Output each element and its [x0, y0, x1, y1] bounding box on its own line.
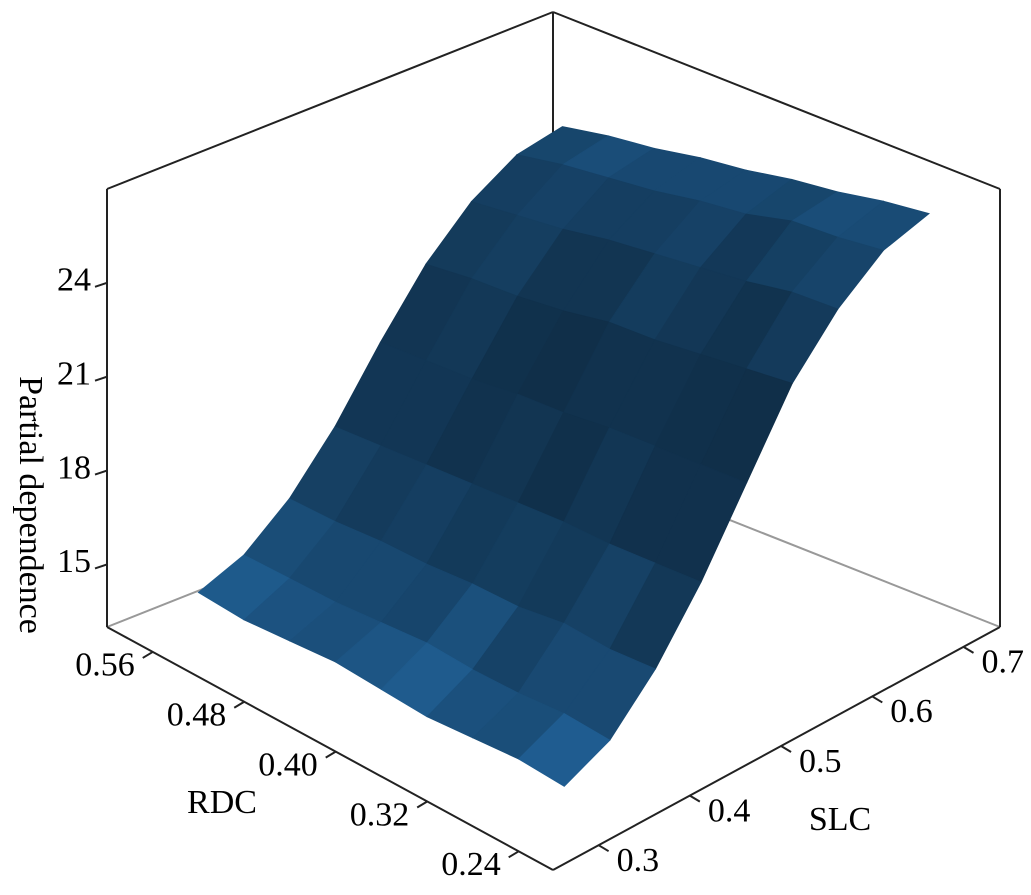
axis-line [106, 626, 554, 871]
y-tick-label: 0.7 [982, 644, 1025, 681]
z-tick-label: 21 [57, 356, 91, 393]
z-tick [94, 281, 108, 288]
x-tick [325, 750, 337, 759]
z-tick [94, 375, 108, 382]
x-tick-label: 0.32 [350, 796, 410, 833]
y-axis-label: SLC [809, 801, 871, 838]
y-tick-label: 0.6 [890, 693, 933, 730]
y-tick-label: 0.5 [799, 743, 842, 780]
surface-patch [517, 713, 611, 787]
z-tick-label: 24 [57, 262, 91, 299]
z-tick-label: 18 [57, 449, 91, 486]
axis-line [552, 626, 1001, 871]
y-tick [598, 844, 610, 853]
z-axis-label: Partial dependence [12, 376, 49, 634]
z-tick [94, 469, 108, 476]
z-tick-label: 15 [57, 543, 91, 580]
box-edge [106, 11, 554, 190]
x-tick [142, 651, 154, 659]
y-tick-label: 0.4 [708, 792, 751, 829]
y-tick-label: 0.3 [617, 842, 660, 879]
z-tick [94, 563, 108, 570]
x-tick-label: 0.48 [167, 697, 227, 734]
x-tick-label: 0.24 [441, 846, 501, 883]
y-tick [962, 645, 975, 654]
y-tick [871, 695, 883, 704]
y-tick [689, 794, 701, 803]
x-tick-label: 0.56 [75, 647, 135, 684]
y-tick [780, 745, 792, 753]
x-tick [233, 700, 245, 709]
box-edge [552, 11, 1001, 190]
x-tick [416, 800, 428, 809]
x-axis-label: RDC [187, 784, 257, 821]
x-tick-label: 0.40 [258, 746, 318, 783]
x-tick [508, 850, 520, 859]
